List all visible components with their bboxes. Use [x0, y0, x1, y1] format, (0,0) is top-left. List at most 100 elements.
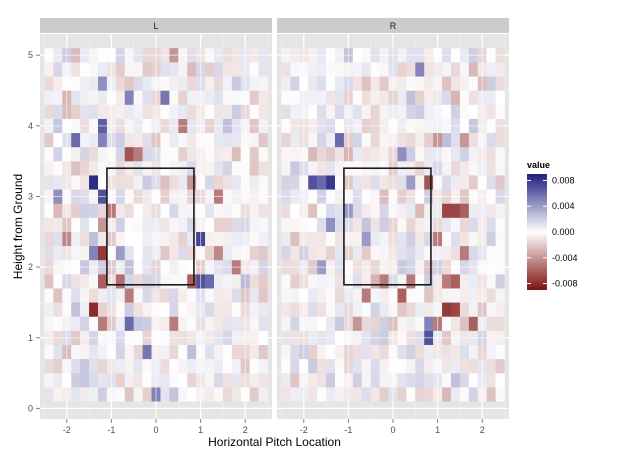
heatmap-cell [352, 288, 362, 303]
heatmap-cell [468, 132, 478, 148]
heatmap-cell [290, 344, 300, 360]
heatmap-cell [124, 373, 134, 388]
heatmap-cell [205, 104, 215, 119]
heatmap-cell [133, 274, 143, 289]
heatmap-cell [222, 90, 232, 105]
heatmap-cell [442, 231, 452, 247]
heatmap-cell [258, 274, 268, 289]
heatmap-cell [71, 175, 81, 190]
heatmap-cell [459, 373, 469, 388]
heatmap-cell [71, 316, 81, 331]
heatmap-cell [98, 245, 108, 261]
heatmap-cell [89, 62, 99, 77]
heatmap-cell [468, 302, 478, 317]
heatmap-cell [115, 90, 125, 105]
heatmap-cell [397, 147, 407, 162]
heatmap-cell [326, 344, 336, 360]
heatmap-cell [335, 387, 345, 402]
legend-colorbar [527, 174, 547, 290]
heatmap-cell [249, 288, 259, 303]
heatmap-cell [281, 203, 291, 218]
heatmap-cell [142, 274, 152, 289]
heatmap-cell [115, 373, 125, 388]
heatmap-cell [115, 76, 125, 91]
heatmap-cell [486, 274, 496, 289]
heatmap-cell [379, 203, 389, 218]
heatmap-cell [397, 76, 407, 91]
heatmap-cell [459, 316, 469, 331]
heatmap-cell [379, 344, 389, 360]
heatmap-cell [231, 288, 241, 303]
x-axis: -2 -1 0 1 2 -2 -1 0 1 2 [63, 419, 485, 435]
heatmap-cell [317, 217, 327, 232]
heatmap-cell [124, 76, 134, 91]
heatmap-cell [80, 104, 90, 119]
heatmap-cell [89, 175, 99, 190]
heatmap-cell [397, 288, 407, 303]
heatmap-cell [214, 344, 224, 360]
heatmap-cell [169, 373, 179, 388]
heatmap-cell [258, 62, 268, 77]
heatmap-cell [222, 104, 232, 119]
heatmap-cell [222, 302, 232, 317]
heatmap-cell [187, 245, 197, 261]
heatmap-cell [89, 274, 99, 289]
heatmap-cell [169, 231, 179, 247]
heatmap-cell [205, 161, 215, 176]
heatmap-cell [317, 358, 327, 374]
heatmap-cell [451, 373, 461, 388]
heatmap-cell [178, 288, 188, 303]
heatmap-cell [379, 358, 389, 374]
heatmap-cell [415, 231, 425, 247]
heatmap-cell [231, 387, 241, 402]
heatmap-cell [379, 104, 389, 119]
heatmap-cell [406, 231, 416, 247]
heatmap-cell [468, 203, 478, 218]
heatmap-cell [44, 62, 54, 77]
heatmap-cell [178, 274, 188, 289]
heatmap-cell [370, 90, 380, 105]
heatmap-cell [317, 231, 327, 247]
heatmap-cell [424, 288, 434, 303]
heatmap-cell [80, 344, 90, 360]
heatmap-cell [231, 203, 241, 218]
heatmap-cell [53, 132, 63, 148]
legend-title: value [527, 160, 550, 170]
heatmap-cell [424, 316, 434, 331]
heatmap-cell [397, 387, 407, 402]
heatmap-cell [44, 373, 54, 388]
heatmap-cell [335, 316, 345, 331]
heatmap-cell [486, 132, 496, 148]
heatmap-cell [80, 90, 90, 105]
heatmap-cell [115, 217, 125, 232]
heatmap-cell [222, 132, 232, 148]
heatmap-cell [187, 62, 197, 77]
heatmap-cell [160, 231, 170, 247]
x-tick-label: 1 [198, 425, 203, 435]
heatmap-cell [424, 245, 434, 261]
heatmap-cell [169, 302, 179, 317]
heatmap-cell [308, 358, 318, 374]
heatmap-cell [133, 231, 143, 247]
heatmap-cell [459, 132, 469, 148]
heatmap-cell [160, 217, 170, 232]
heatmap-cell [406, 217, 416, 232]
heatmap-cell [486, 316, 496, 331]
heatmap-cell [53, 76, 63, 91]
heatmap-cell [187, 147, 197, 162]
heatmap-cell [451, 104, 461, 119]
heatmap-cell [53, 316, 63, 331]
heatmap-cell [281, 132, 291, 148]
heatmap-cell [187, 387, 197, 402]
heatmap-cell [169, 175, 179, 190]
heatmap-cell [415, 90, 425, 105]
heatmap-cell [459, 62, 469, 77]
heatmap-cell [459, 175, 469, 190]
heatmap-cell [361, 288, 371, 303]
heatmap-cell [169, 358, 179, 374]
heatmap-cell [308, 203, 318, 218]
heatmap-cell [249, 217, 259, 232]
heatmap-cell [205, 217, 215, 232]
heatmap-cell [370, 358, 380, 374]
heatmap-cell [442, 387, 452, 402]
